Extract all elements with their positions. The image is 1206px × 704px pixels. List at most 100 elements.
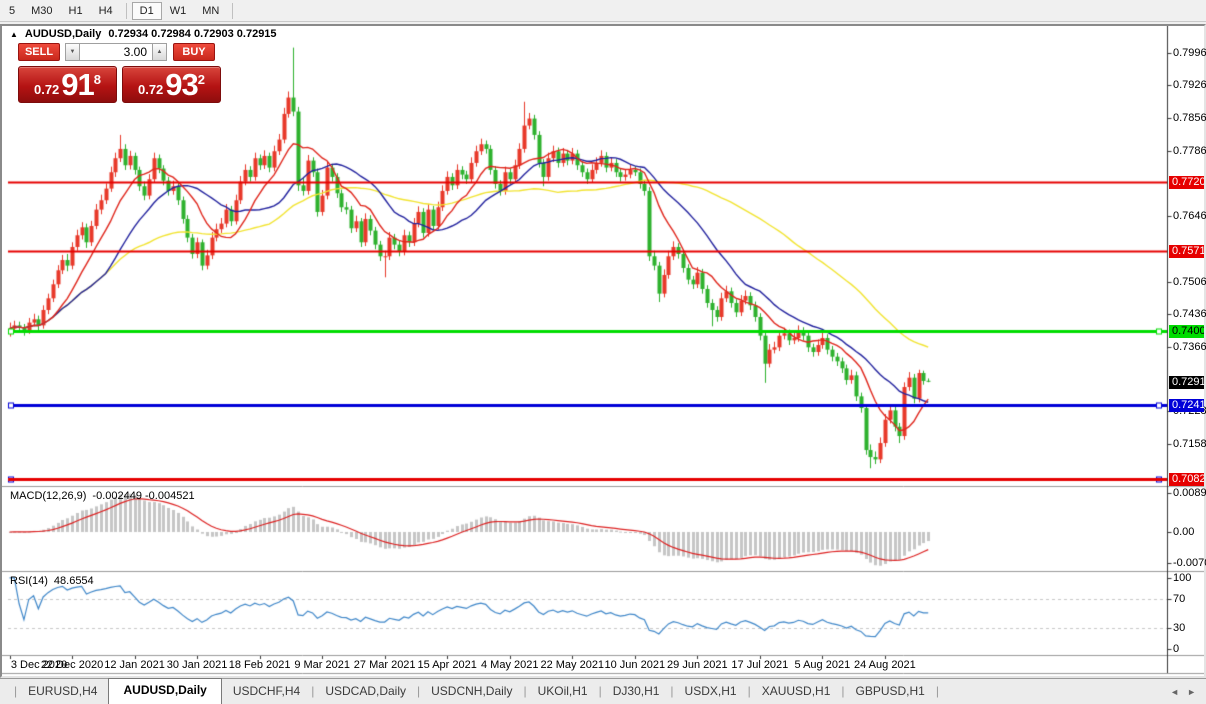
tab-separator: | bbox=[14, 684, 18, 698]
hline-price-badge: 0.74007 bbox=[1169, 324, 1204, 338]
timeframe-button-mn[interactable]: MN bbox=[194, 2, 227, 20]
rsi-value: 48.6554 bbox=[53, 575, 94, 587]
tab-separator: | bbox=[598, 684, 602, 698]
hline-price-badge: 0.75716 bbox=[1169, 244, 1204, 258]
timeframe-button-h1[interactable]: H1 bbox=[61, 2, 91, 20]
macd-indicator-label: MACD(12,26,9) -0.002449 -0.004521 bbox=[10, 490, 195, 502]
date-axis-label: 22 May 2021 bbox=[540, 659, 605, 671]
date-axis-label: 10 Jun 2021 bbox=[604, 659, 666, 671]
macd-name: MACD(12,26,9) bbox=[10, 490, 87, 502]
chart-tab-audusd[interactable]: AUDUSD,Daily bbox=[108, 678, 222, 704]
chart-tab-ukoil[interactable]: UKOil,H1 bbox=[537, 684, 588, 698]
date-axis-label: 27 Mar 2021 bbox=[353, 659, 416, 671]
price-chart-canvas[interactable] bbox=[2, 26, 1204, 676]
volume-decrease-button[interactable]: ▼ bbox=[65, 43, 80, 61]
collapse-icon[interactable]: ▲ bbox=[10, 29, 18, 39]
rsi-name: RSI(14) bbox=[10, 575, 48, 587]
date-axis-label: 22 Dec 2020 bbox=[40, 659, 104, 671]
rsi-axis-tick: 0 bbox=[1173, 643, 1180, 656]
macd-axis-tick: -0.00701 bbox=[1173, 556, 1206, 569]
timeframe-button-h4[interactable]: H4 bbox=[91, 2, 121, 20]
buy-price-pip: 2 bbox=[197, 72, 206, 87]
tab-separator: | bbox=[841, 684, 845, 698]
tab-separator: | bbox=[670, 684, 674, 698]
buy-price-prefix: 0.72 bbox=[137, 81, 164, 97]
date-axis-label: 12 Jan 2021 bbox=[104, 659, 165, 671]
date-axis-label: 24 Aug 2021 bbox=[854, 659, 916, 671]
hline-price-badge: 0.72411 bbox=[1169, 399, 1204, 413]
timeframe-button-5[interactable]: 5 bbox=[1, 2, 23, 20]
buy-price-main: 93 bbox=[165, 66, 198, 102]
volume-increase-button[interactable]: ▲ bbox=[152, 43, 167, 61]
chart-tab-usdchf[interactable]: USDCHF,H4 bbox=[232, 684, 301, 698]
buy-price-box[interactable]: 0.72 93 2 bbox=[122, 66, 221, 103]
toolbar-separator bbox=[125, 2, 127, 19]
macd-axis-tick: 0.00 bbox=[1173, 526, 1195, 538]
timeframe-buttons: 5 M30 H1 H4 D1 W1 MN bbox=[1, 1, 238, 20]
date-axis-label: 9 Mar 2021 bbox=[294, 659, 350, 671]
volume-stepper: ▼ 3.00 ▲ bbox=[65, 43, 167, 61]
chart-tab-eurusd[interactable]: EURUSD,H4 bbox=[28, 684, 98, 698]
sell-price-main: 91 bbox=[61, 66, 94, 102]
chart-tab-bar: | EURUSD,H4 AUDUSD,Daily USDCHF,H4 | USDCAD,D… bbox=[0, 678, 1206, 704]
chart-tab-usdx[interactable]: USDX,H1 bbox=[684, 684, 737, 698]
buy-button[interactable]: BUY bbox=[173, 43, 215, 61]
macd-values: -0.002449 -0.004521 bbox=[92, 490, 195, 502]
rsi-axis-tick: 70 bbox=[1173, 593, 1186, 606]
chart-tabs: | EURUSD,H4 AUDUSD,Daily USDCHF,H4 | USDCAD,D… bbox=[14, 678, 939, 704]
tab-separator: | bbox=[417, 684, 421, 698]
current-price-badge: 0.72915 bbox=[1169, 375, 1204, 389]
date-axis-label: 15 Apr 2021 bbox=[417, 659, 477, 671]
timeframe-button-d1[interactable]: D1 bbox=[131, 1, 162, 20]
date-axis-label: 3 Dec 2020 bbox=[10, 659, 68, 671]
sell-price-box[interactable]: 0.72 91 8 bbox=[18, 66, 117, 103]
chart-window: ▲ AUDUSD,Daily 0.72934 0.72984 0.72903 0… bbox=[0, 24, 1206, 678]
date-axis-label: 4 May 2021 bbox=[480, 659, 539, 671]
tab-separator: | bbox=[523, 684, 527, 698]
sell-price-pip: 8 bbox=[93, 72, 102, 87]
rsi-axis-tick: 100 bbox=[1173, 571, 1192, 584]
timeframe-toolbar: 5 M30 H1 H4 D1 W1 MN bbox=[0, 0, 1206, 22]
one-click-trade-panel: SELL ▼ 3.00 ▲ BUY 0.72 91 8 0.72 93 2 bbox=[18, 43, 222, 103]
date-axis-label: 29 Jun 2021 bbox=[667, 659, 728, 671]
chart-tab-usdcnh[interactable]: USDCNH,Daily bbox=[431, 684, 513, 698]
toolbar-separator bbox=[232, 2, 234, 19]
date-axis-label: 5 Aug 2021 bbox=[794, 659, 851, 671]
tab-next-icon[interactable]: ► bbox=[1187, 687, 1196, 697]
chart-ohlc-values: 0.72934 0.72984 0.72903 0.72915 bbox=[108, 28, 277, 40]
rsi-axis-tick: 30 bbox=[1173, 621, 1186, 634]
volume-input[interactable]: 3.00 bbox=[80, 43, 152, 61]
tab-separator: | bbox=[747, 684, 751, 698]
tab-separator: | bbox=[311, 684, 315, 698]
sell-price-prefix: 0.72 bbox=[33, 81, 60, 97]
chart-symbol-label: AUDUSD,Daily bbox=[24, 28, 102, 40]
rsi-indicator-label: RSI(14) 48.6554 bbox=[10, 575, 94, 587]
chart-tab-gbpusd[interactable]: GBPUSD,H1 bbox=[855, 684, 925, 698]
tab-prev-icon[interactable]: ◄ bbox=[1170, 687, 1180, 697]
tab-navigation: ◄ ► bbox=[1170, 687, 1206, 704]
timeframe-button-m30[interactable]: M30 bbox=[23, 2, 60, 20]
timeframe-button-w1[interactable]: W1 bbox=[162, 2, 195, 20]
chart-tab-usdcad[interactable]: USDCAD,Daily bbox=[325, 684, 406, 698]
chart-title: ▲ AUDUSD,Daily 0.72934 0.72984 0.72903 0… bbox=[10, 28, 277, 40]
chart-tab-dj30[interactable]: DJ30,H1 bbox=[612, 684, 660, 698]
date-axis-label: 18 Feb 2021 bbox=[228, 659, 291, 671]
chart-tab-xauusd[interactable]: XAUUSD,H1 bbox=[761, 684, 831, 698]
tab-separator: | bbox=[935, 684, 939, 698]
sell-button[interactable]: SELL bbox=[18, 43, 60, 61]
date-axis-label: 30 Jan 2021 bbox=[166, 659, 228, 671]
date-axis-label: 17 Jul 2021 bbox=[731, 659, 789, 671]
